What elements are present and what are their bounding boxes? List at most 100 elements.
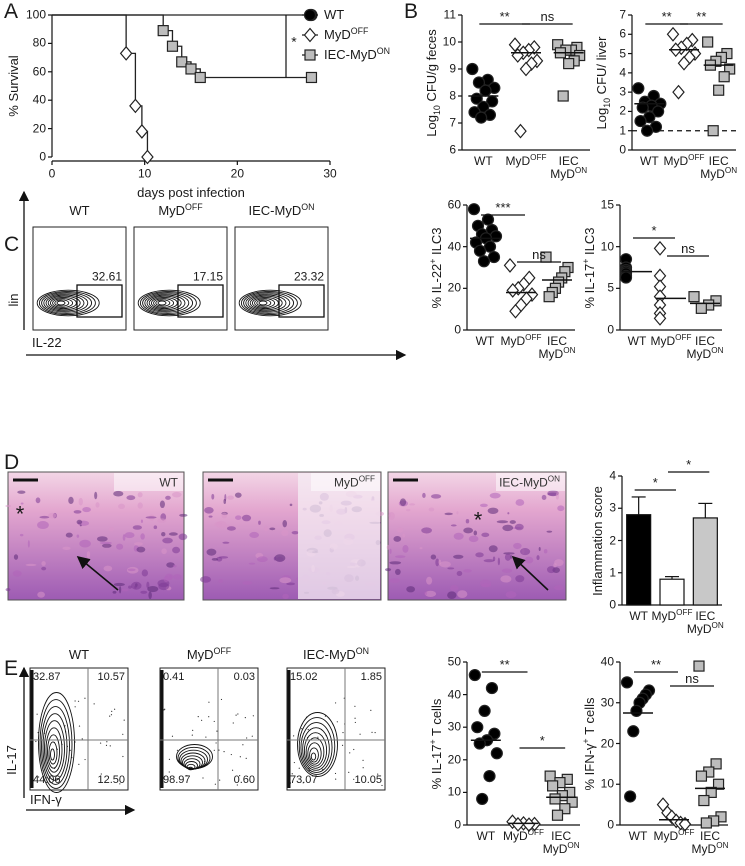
bar — [659, 578, 685, 606]
panel-letter: E — [4, 656, 19, 680]
tissue-texture — [258, 520, 261, 525]
event-dot — [237, 713, 239, 715]
x-tick-label: WT — [476, 829, 496, 843]
significance-label: ns — [540, 9, 555, 25]
y-tick-label: 80 — [32, 36, 46, 51]
tissue-texture — [269, 587, 280, 590]
marker — [563, 57, 575, 70]
tissue-texture — [402, 533, 406, 538]
event-dot — [93, 703, 95, 705]
tissue-texture — [463, 527, 474, 534]
histology-background — [7, 471, 185, 601]
flow-axis-label: IL-22 — [32, 335, 62, 351]
contour — [258, 300, 268, 306]
histology-arrow — [511, 555, 549, 591]
marker — [508, 37, 522, 53]
marker — [119, 45, 133, 61]
tissue-texture — [389, 548, 392, 554]
marker — [627, 725, 640, 738]
event-dot — [242, 744, 244, 746]
tissue-texture — [161, 532, 166, 537]
marker — [632, 82, 645, 95]
contour — [42, 713, 68, 781]
event-dot — [223, 751, 225, 753]
tissue-texture — [116, 543, 124, 550]
gate-value: 17.15 — [192, 269, 223, 284]
x-tick-label-part: OFF — [530, 153, 547, 162]
event-dot — [342, 731, 344, 734]
event-dot — [348, 771, 350, 773]
event-dot — [370, 709, 372, 712]
marker — [473, 244, 487, 257]
event-dot — [239, 775, 241, 777]
y-axis-label-part: + — [427, 258, 438, 264]
tissue-texture — [13, 554, 19, 560]
histology-label: WT — [159, 475, 178, 490]
marker — [481, 213, 495, 226]
flow-plot-frame — [159, 667, 259, 791]
event-dot — [109, 745, 111, 747]
legend-label-part: ON — [376, 45, 390, 56]
legend-marker — [304, 49, 316, 61]
contour — [238, 289, 302, 317]
event-dot — [372, 781, 374, 783]
tissue-texture — [463, 569, 472, 573]
y-tick-label: 0 — [454, 817, 461, 832]
x-tick-label: IEC MyDON — [700, 155, 737, 180]
event-dot — [171, 735, 174, 737]
marker — [503, 257, 517, 273]
y-tick-label: 1 — [619, 123, 626, 138]
tissue-texture — [25, 563, 37, 567]
y-tick-label: 40 — [447, 239, 461, 254]
contour — [249, 295, 283, 311]
marker — [712, 778, 725, 790]
tissue-texture — [541, 494, 547, 500]
gate-value: 32.61 — [91, 269, 122, 284]
marker — [467, 203, 481, 216]
marker — [141, 149, 154, 165]
tissue-texture — [409, 503, 416, 506]
tissue-texture — [502, 524, 514, 532]
marker — [483, 240, 497, 253]
tissue-texture — [172, 564, 177, 568]
y-axis-label: Log10 CFU/ liver — [594, 36, 612, 129]
event-dot — [110, 714, 113, 716]
x-tick-label: MyDOFF — [654, 828, 695, 843]
contour — [38, 290, 96, 316]
legend-label: MyDOFF — [324, 26, 368, 42]
legend-label-part: IEC-MyD — [324, 47, 377, 63]
tissue-texture — [282, 593, 289, 600]
tissue-texture — [62, 546, 71, 551]
contour — [142, 292, 194, 314]
panel-letter: C — [4, 232, 20, 256]
event-dot — [334, 772, 337, 775]
x-tick-label: MyDOFF — [652, 608, 693, 623]
event-dot — [341, 744, 344, 746]
event-dot — [192, 729, 194, 731]
marker — [547, 780, 559, 792]
tissue-texture — [206, 548, 217, 556]
contour — [243, 292, 295, 314]
contour — [48, 741, 58, 765]
contour — [307, 742, 322, 765]
marker — [695, 770, 708, 782]
event-dot — [293, 761, 295, 764]
tissue-texture — [435, 558, 440, 567]
tissue-texture — [108, 526, 114, 532]
event-dot — [307, 728, 309, 731]
contour — [137, 289, 201, 317]
y-tick-label: 2 — [619, 104, 626, 119]
event-dot — [377, 773, 379, 775]
event-dot — [105, 744, 108, 746]
y-axis-label-part: % IL-17 — [582, 263, 598, 309]
flow-title-part: MyD — [158, 203, 186, 219]
event-dot — [354, 717, 356, 719]
x-tick-label: 10 — [137, 166, 152, 181]
marker — [619, 271, 633, 284]
x-tick-label-part: ON — [711, 345, 724, 355]
tissue-texture — [171, 491, 182, 498]
tissue-texture — [153, 525, 158, 530]
marker — [688, 291, 700, 303]
tissue-texture — [148, 591, 152, 600]
x-tick-label-part: IEC MyD — [538, 334, 567, 361]
